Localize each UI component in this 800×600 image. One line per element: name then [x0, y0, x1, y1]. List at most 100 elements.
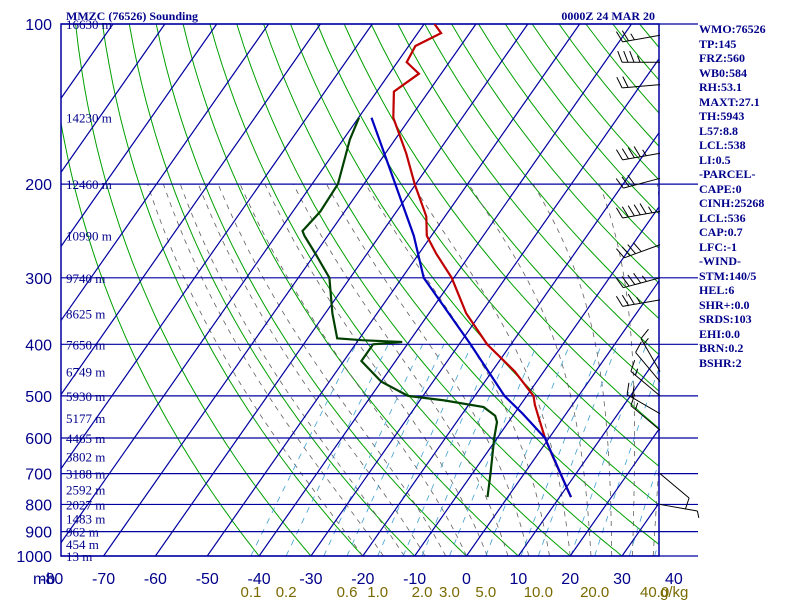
moist-adiabat-line: [163, 183, 384, 556]
moist-adiabat-line: [239, 183, 467, 556]
sounding-index-item: -WIND-: [699, 254, 741, 268]
moist-adiabat-line: [147, 183, 364, 556]
wind-barb: [615, 273, 661, 289]
temperature-tick-label: -70: [92, 571, 115, 588]
height-label: 454 m: [66, 537, 99, 552]
sounding-index-item: -PARCEL-: [699, 167, 756, 181]
dry-adiabat-line: [290, 24, 659, 506]
mixing-ratio-label: 0.6: [337, 584, 358, 600]
moist-adiabat-line: [652, 184, 659, 556]
sounding-index-item: CAPE:0: [699, 181, 742, 196]
sounding-index-item: CINH:25268: [699, 196, 765, 210]
plot-border: [60, 23, 660, 557]
chart-grid: [60, 23, 698, 557]
sounding-index-item: STM:140/5: [699, 268, 757, 283]
sounding-index-item: L57:8.8: [699, 123, 738, 138]
height-label: 5177 m: [66, 411, 105, 426]
pressure-unit-label: mb: [33, 571, 55, 588]
dry-adiabat-line: [478, 24, 659, 250]
isotherm-line: [61, 24, 373, 470]
mixing-ratio-line: [570, 344, 647, 556]
height-label: 8625 m: [66, 306, 105, 321]
sounding-index-item: FRZ:560: [699, 51, 745, 65]
wind-barb: [630, 359, 661, 397]
mixing-ratio-unit: g/kg: [660, 584, 688, 600]
sounding-indices-panel: WMO:76526 TP:145 FRZ:560 WB0:584 RH:53.1 MAXT…: [699, 22, 766, 370]
wind-barb: [615, 175, 661, 189]
wind-barb: [635, 341, 661, 382]
mixing-ratio-line: [654, 539, 659, 556]
dry-adiabat-line: [370, 24, 659, 392]
mixing-ratio-label: 0.1: [241, 584, 262, 600]
temperature-tick-label: -10: [403, 571, 426, 588]
height-label: 2592 m: [66, 483, 105, 498]
wind-barb: [615, 30, 661, 43]
sounding-index-item: LI:0.5: [699, 152, 731, 167]
wind-barb: [615, 293, 661, 307]
sounding-index-item: EHI:0.0: [699, 326, 741, 341]
temperature-tick-label: 0: [462, 571, 471, 588]
sounding-index-item: HEL:6: [699, 283, 735, 297]
pressure-tick-label: 1000: [16, 549, 52, 566]
isotherm-line: [154, 24, 529, 556]
wind-barb: [640, 328, 661, 372]
dry-adiabat-line: [316, 24, 659, 467]
temperature-tick-label: 30: [613, 571, 631, 588]
sounding-index-item: WMO:76526: [699, 22, 766, 36]
isotherm-line: [206, 24, 581, 556]
dry-adiabat-line: [585, 24, 659, 114]
mixing-ratio-label: 1.0: [367, 584, 388, 600]
height-label: 2027 m: [66, 497, 105, 512]
dewpoint-line: [301, 117, 499, 498]
sounding-index-item: SRDS:103: [699, 312, 752, 326]
wind-barb: [659, 473, 690, 510]
isotherm-line: [61, 24, 270, 322]
dry-adiabat-line: [451, 24, 659, 284]
isotherm-line: [103, 24, 477, 556]
isotherm-line: [61, 24, 425, 544]
mixing-ratio-line: [285, 344, 389, 556]
dry-adiabat-line: [209, 24, 571, 556]
mixing-ratio-label: 5.0: [475, 584, 496, 600]
dry-adiabat-line: [75, 24, 312, 556]
dry-adiabat-line: [343, 24, 659, 429]
mixing-ratio-label: 2.0: [412, 584, 433, 600]
pressure-tick-label: 600: [25, 431, 52, 448]
height-label: 1483 m: [66, 511, 105, 526]
height-label: 4465 m: [66, 431, 105, 446]
moist-adiabat-line: [412, 183, 571, 556]
mixing-ratio-label: 20.0: [580, 584, 609, 600]
mixing-ratio-line: [520, 344, 602, 556]
temperature-tick-label: -40: [248, 571, 271, 588]
height-label: 7650 m: [66, 337, 105, 352]
wind-barb: [617, 50, 661, 63]
height-label: 3188 m: [66, 467, 105, 482]
height-label: 9740 m: [66, 271, 105, 286]
chart-series: [301, 24, 573, 498]
height-label: 5930 m: [66, 389, 105, 404]
moist-adiabat-line: [326, 183, 530, 556]
chart-title: MMZC (76526) Sounding: [66, 9, 198, 23]
wind-barbs: [615, 30, 700, 518]
isotherm-line: [61, 24, 218, 248]
dry-adiabat-line: [424, 24, 659, 320]
dry-adiabat-line: [61, 119, 260, 556]
wind-barb: [630, 394, 661, 431]
sounding-index-item: TP:145: [699, 36, 737, 51]
isotherm-line: [61, 24, 166, 174]
mixing-ratio-label: 0.2: [276, 584, 297, 600]
sounding-index-item: SHR+:0.0: [699, 297, 750, 312]
temperature-tick-label: 20: [561, 571, 579, 588]
wind-barb: [616, 76, 661, 89]
chart-datetime: 0000Z 24 MAR 20: [561, 9, 655, 23]
sounding-index-item: LCL:538: [699, 138, 746, 152]
pressure-tick-label: 100: [25, 17, 52, 34]
sounding-index-item: BRN:0.2: [699, 341, 744, 355]
dry-adiabat-line: [397, 24, 659, 356]
dry-adiabat-line: [263, 24, 659, 546]
temperature-tick-label: -30: [299, 571, 322, 588]
sounding-index-item: MAXT:27.1: [699, 94, 760, 109]
temperature-tick-label: -20: [351, 571, 374, 588]
isotherm-line: [517, 354, 659, 556]
